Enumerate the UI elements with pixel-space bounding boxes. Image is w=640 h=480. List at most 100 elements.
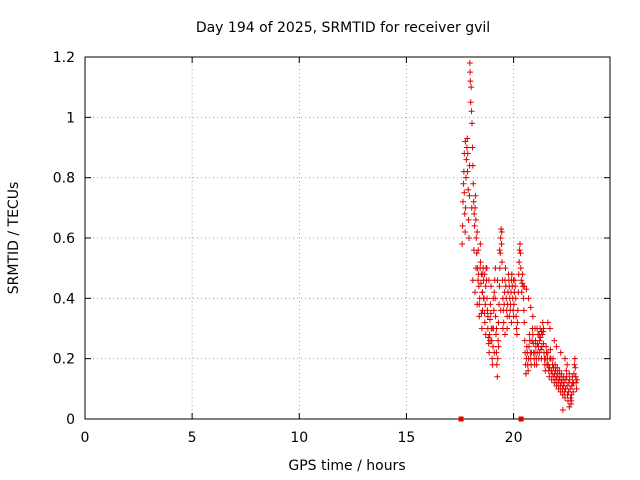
data-point <box>571 361 578 368</box>
data-point <box>532 325 538 332</box>
data-point <box>481 310 488 317</box>
data-point <box>574 376 580 383</box>
data-point <box>562 394 568 401</box>
y-tick-label: 1.2 <box>53 50 75 66</box>
data-point <box>508 271 515 278</box>
y-tick-label: 0 <box>66 412 75 428</box>
data-point <box>537 334 544 341</box>
data-point <box>466 162 473 169</box>
data-point <box>459 241 466 248</box>
data-point <box>482 301 489 308</box>
data-point <box>485 277 492 284</box>
data-point <box>463 174 469 181</box>
data-point <box>486 349 493 356</box>
data-point <box>477 259 484 266</box>
data-point <box>496 247 503 254</box>
data-point <box>471 210 478 217</box>
x-tick-label: 0 <box>81 430 90 446</box>
data-point <box>463 156 470 163</box>
axis-ticks: 0 0.2 0.4 0.6 0.8 1 1.2 0 5 10 15 20 <box>53 50 610 446</box>
data-point <box>568 382 575 389</box>
data-point <box>466 192 473 199</box>
x-tick-label: 15 <box>398 430 416 446</box>
data-point <box>468 204 475 211</box>
chart-title: Day 194 of 2025, SRMTID for receiver gvi… <box>196 20 490 36</box>
data-point <box>508 319 515 326</box>
data-point <box>513 313 520 320</box>
data-point <box>489 355 496 362</box>
data-point <box>465 186 472 193</box>
data-point <box>538 346 544 353</box>
data-point <box>493 331 499 338</box>
data-point <box>563 373 570 380</box>
data-point <box>461 189 468 196</box>
data-point <box>498 241 505 248</box>
data-point <box>523 286 530 293</box>
y-axis-label: SRMTID / TECUs <box>6 182 22 295</box>
x-tick-label: 5 <box>188 430 197 446</box>
data-point <box>552 361 559 368</box>
data-point <box>474 228 481 235</box>
data-point <box>493 361 500 368</box>
data-point <box>506 313 513 320</box>
data-point <box>487 316 493 323</box>
data-point <box>518 277 525 284</box>
data-point <box>494 277 501 284</box>
data-point <box>511 301 517 308</box>
data-point <box>568 397 575 404</box>
data-point <box>475 283 482 290</box>
y-tick-label: 0.4 <box>53 291 75 307</box>
data-point <box>512 295 519 302</box>
data-point <box>554 364 561 371</box>
data-point <box>463 144 470 151</box>
data-point <box>567 394 574 401</box>
data-point <box>470 198 477 205</box>
y-tick-label: 0.8 <box>53 171 75 187</box>
data-point <box>521 337 528 344</box>
data-point <box>564 361 571 368</box>
zero-marker <box>458 416 464 422</box>
y-tick-label: 0.6 <box>53 231 75 247</box>
data-point <box>519 271 526 278</box>
data-point <box>487 310 494 317</box>
data-point <box>485 334 492 341</box>
data-point <box>572 364 579 371</box>
data-point <box>491 349 498 356</box>
data-point <box>472 216 479 223</box>
data-point <box>466 60 473 67</box>
data-point <box>464 135 471 142</box>
data-point <box>473 250 480 257</box>
data-point <box>492 265 499 272</box>
data-point <box>520 307 527 314</box>
data-point <box>502 265 509 272</box>
data-point <box>543 343 550 350</box>
x-tick-label: 20 <box>505 430 523 446</box>
data-point <box>493 325 500 332</box>
data-point <box>563 367 570 374</box>
data-point <box>496 301 502 308</box>
data-point <box>529 331 536 338</box>
data-point <box>495 343 502 350</box>
data-point <box>547 325 553 332</box>
data-point <box>523 370 529 377</box>
data-point <box>473 235 480 241</box>
data-point <box>540 325 547 332</box>
data-point <box>495 337 502 344</box>
data-point <box>519 280 526 287</box>
data-point <box>536 331 543 338</box>
zero-marker <box>518 416 524 422</box>
data-point <box>540 340 547 347</box>
data-point <box>467 78 474 85</box>
data-point <box>470 180 477 187</box>
data-point <box>490 343 496 350</box>
data-point <box>570 388 577 395</box>
data-point <box>491 289 498 296</box>
data-point <box>500 319 507 326</box>
data-point <box>480 295 487 302</box>
data-point <box>490 295 497 302</box>
data-point <box>512 283 519 290</box>
data-point <box>469 277 476 284</box>
data-point <box>482 283 489 290</box>
data-point <box>461 150 468 157</box>
data-point <box>497 307 504 314</box>
